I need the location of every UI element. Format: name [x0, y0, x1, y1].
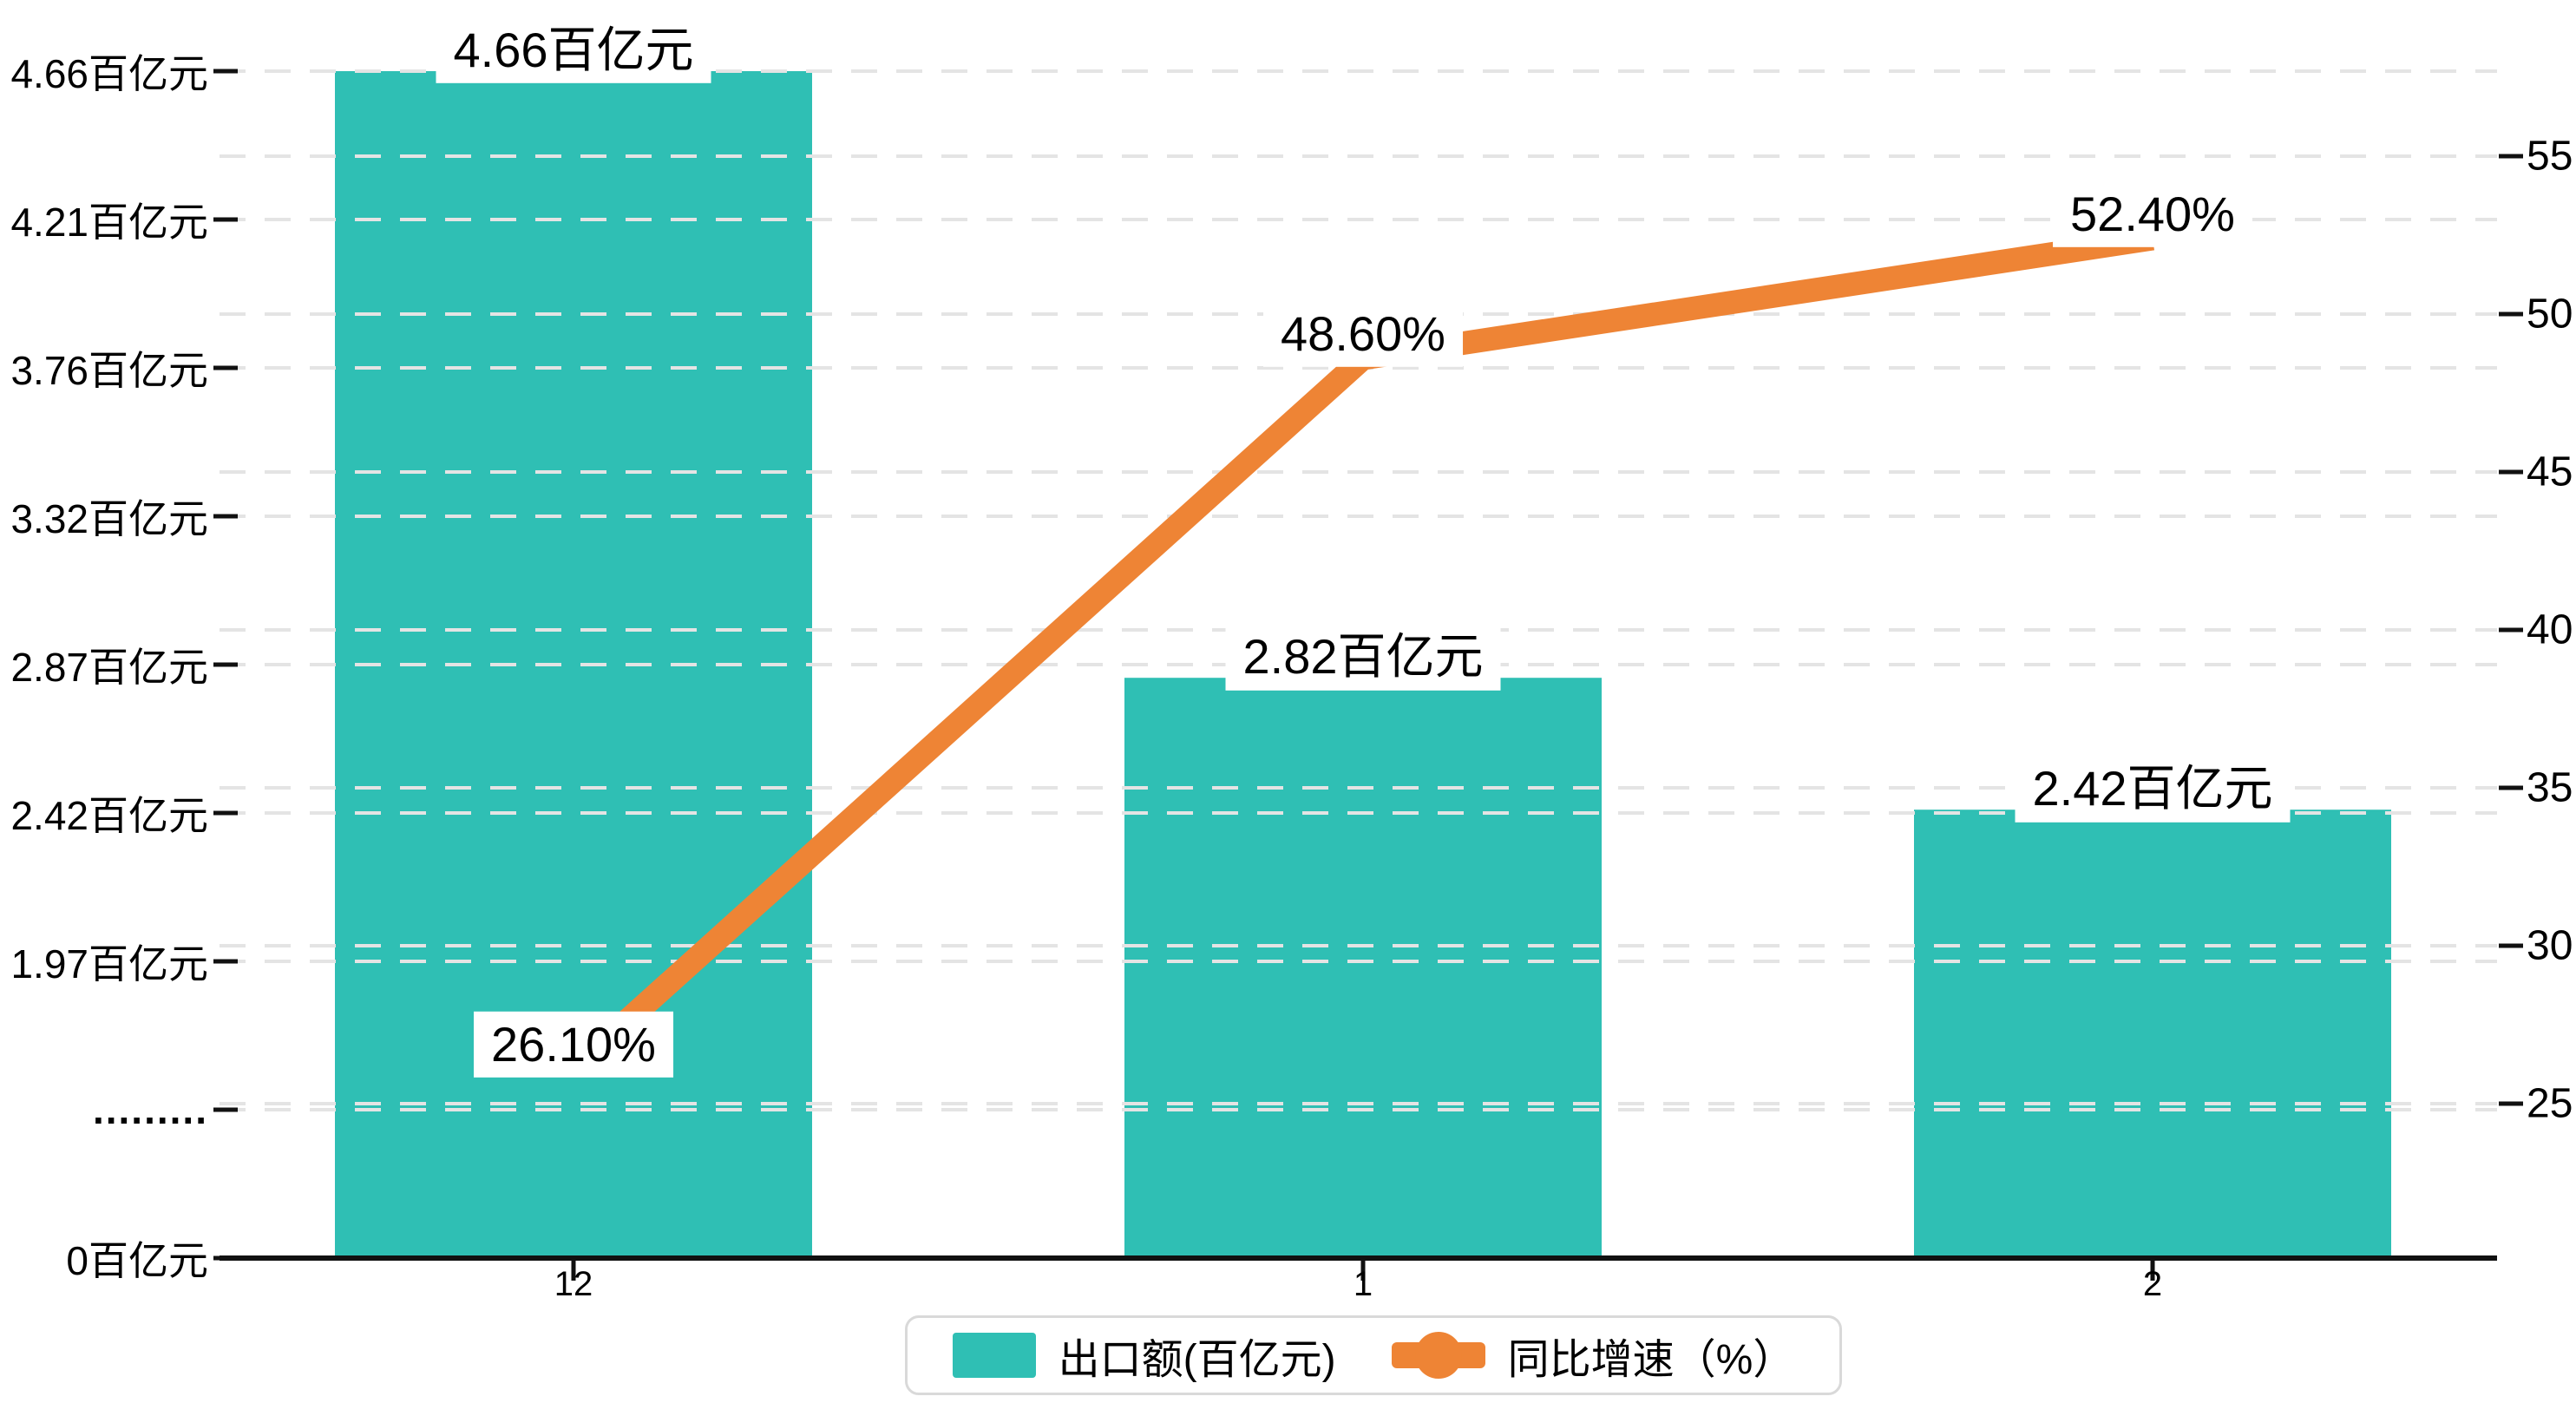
legend-item-export-value[interactable]: 出口额(百亿元): [952, 1325, 1336, 1386]
bar-2[interactable]: [1914, 810, 2391, 1258]
bar-series-swatch-icon: [952, 1333, 1036, 1378]
legend: 出口额(百亿元) 同比增速（%）: [905, 1315, 1842, 1395]
legend-label-export-value: 出口额(百亿元): [1058, 1337, 1336, 1383]
legend-item-yoy-growth[interactable]: 同比增速（%）: [1391, 1325, 1795, 1386]
line-series-marker-icon: [1391, 1332, 1485, 1379]
bar-1[interactable]: [1124, 678, 1602, 1258]
legend-label-yoy-growth: 同比增速（%）: [1507, 1337, 1795, 1383]
